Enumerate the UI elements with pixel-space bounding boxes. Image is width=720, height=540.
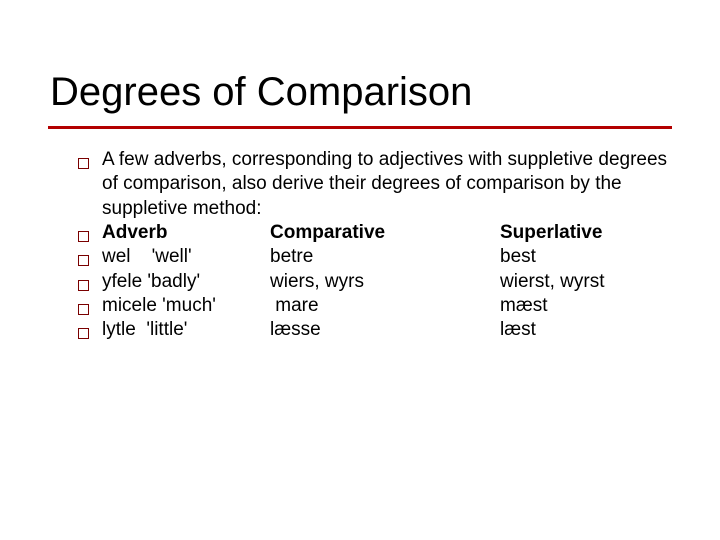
header-row: Adverb Comparative Superlative — [102, 221, 678, 245]
bullet-icon — [78, 322, 102, 346]
table-row: micele 'much' mare mæst — [102, 294, 678, 318]
list-item: Adverb Comparative Superlative — [78, 221, 678, 245]
cell-superlative: wierst, wyrst — [500, 270, 678, 294]
cell-adverb: yfele 'badly' — [102, 270, 270, 294]
title-underline — [48, 126, 672, 129]
intro-text: A few adverbs, corresponding to adjectiv… — [102, 148, 678, 221]
cell-comparative: wiers, wyrs — [270, 270, 500, 294]
slide: Degrees of Comparison A few adverbs, cor… — [0, 0, 720, 540]
cell-superlative: læst — [500, 318, 678, 342]
slide-content: A few adverbs, corresponding to adjectiv… — [78, 148, 678, 343]
bullet-icon — [78, 249, 102, 273]
cell-comparative: mare — [270, 294, 500, 318]
slide-title: Degrees of Comparison — [50, 70, 472, 115]
col-header-comparative: Comparative — [270, 221, 500, 245]
cell-comparative: betre — [270, 245, 500, 269]
list-item: lytle 'little' læsse læst — [78, 318, 678, 342]
cell-adverb: wel 'well' — [102, 245, 270, 269]
cell-superlative: best — [500, 245, 678, 269]
list-item: yfele 'badly' wiers, wyrs wierst, wyrst — [78, 270, 678, 294]
cell-adverb: lytle 'little' — [102, 318, 270, 342]
col-header-superlative: Superlative — [500, 221, 678, 245]
cell-adverb: micele 'much' — [102, 294, 270, 318]
bullet-icon — [78, 274, 102, 298]
table-row: yfele 'badly' wiers, wyrs wierst, wyrst — [102, 270, 678, 294]
list-item: micele 'much' mare mæst — [78, 294, 678, 318]
list-item: wel 'well' betre best — [78, 245, 678, 269]
cell-comparative: læsse — [270, 318, 500, 342]
bullet-icon — [78, 152, 102, 176]
cell-superlative: mæst — [500, 294, 678, 318]
col-header-adverb: Adverb — [102, 221, 270, 245]
bullet-icon — [78, 298, 102, 322]
table-row: lytle 'little' læsse læst — [102, 318, 678, 342]
bullet-icon — [78, 225, 102, 249]
list-item: A few adverbs, corresponding to adjectiv… — [78, 148, 678, 221]
table-row: wel 'well' betre best — [102, 245, 678, 269]
